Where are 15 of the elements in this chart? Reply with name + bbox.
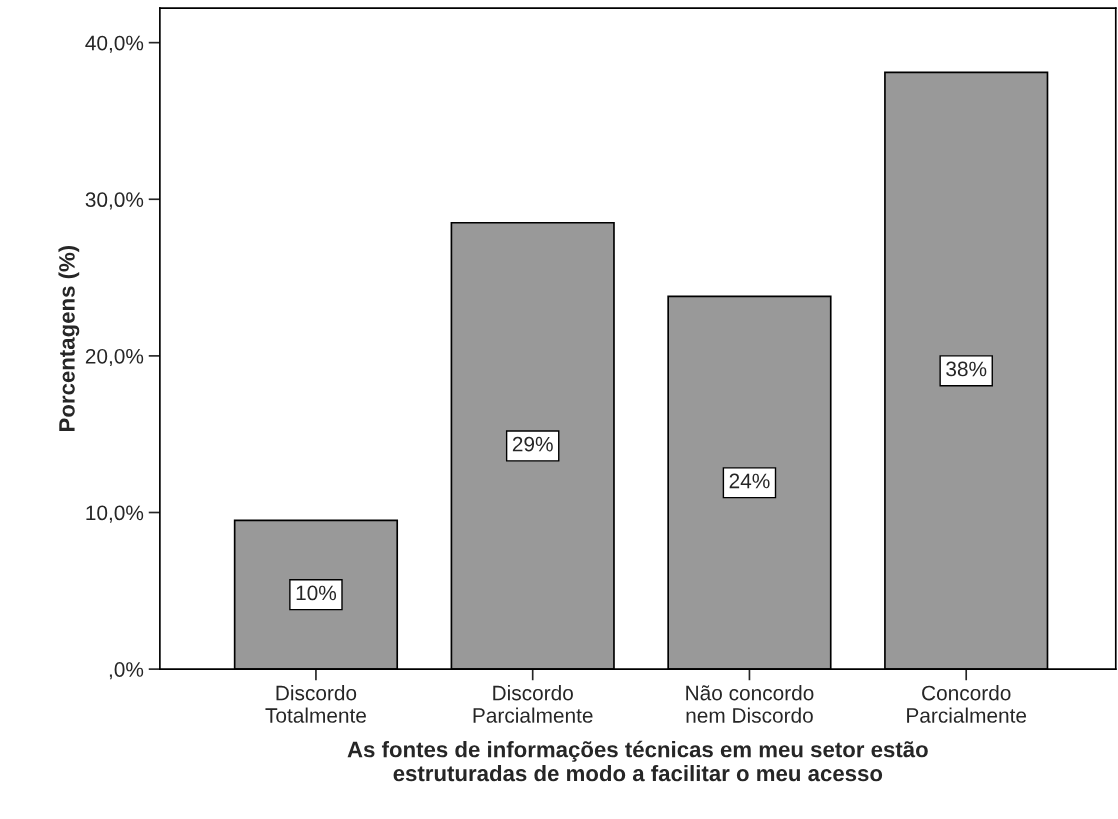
data-label: 38% [946,361,987,377]
y-axis-title: Porcentagens (%) [58,245,80,432]
data-label: 10% [296,585,337,601]
data-label: 29% [512,436,553,452]
x-tick-label: Discordo Totalmente [265,685,366,723]
y-tick-label: ,0% [109,662,144,680]
y-tick-label: 10,0% [86,505,144,523]
x-tick-label: Discordo Parcialmente [473,685,593,723]
x-tick-label: Não concordo nem Discordo [686,685,814,723]
y-tick-label: 20,0% [85,348,144,367]
data-label: 24% [729,473,770,489]
x-tick-label: Concordo Parcialmente [907,685,1027,723]
y-tick-label: 40,0% [85,35,144,53]
y-tick-label: 30,0% [85,192,144,210]
x-axis-title: As fontes de informações técnicas em meu setor estão estruturadas de modo a facilitar o meu acesso [347,740,928,782]
